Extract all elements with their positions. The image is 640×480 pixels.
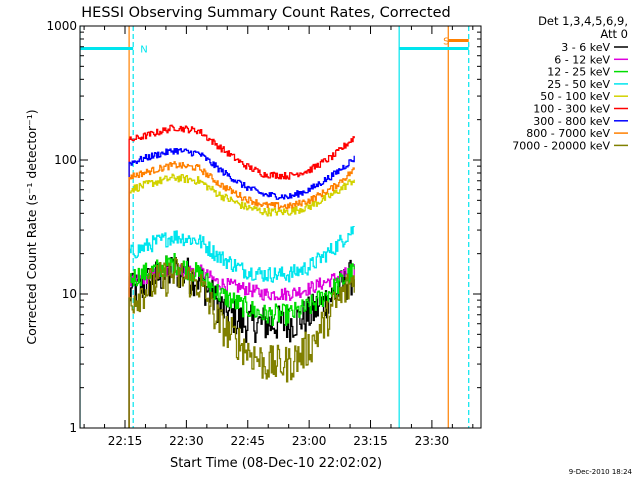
- series-line: [128, 225, 355, 428]
- legend-label: 7000 - 20000 keV: [512, 139, 610, 152]
- x-axis-label: Start Time (08-Dec-10 22:02:02): [170, 456, 382, 471]
- plot-frame: [79, 25, 482, 429]
- y-axis-label: Corrected Count Rate (s⁻¹ detector⁻¹): [24, 109, 39, 344]
- annotation-label: S: [443, 36, 449, 47]
- x-tick-label: 22:15: [108, 434, 143, 448]
- legend-label: 100 - 300 keV: [533, 103, 610, 116]
- legend-label: 25 - 50 keV: [547, 78, 610, 91]
- legend-header-line-2: Att 0: [600, 27, 628, 41]
- series-line: [128, 124, 355, 428]
- legend-label: 300 - 800 keV: [533, 115, 610, 128]
- x-tick-label: 23:00: [292, 434, 327, 448]
- footer-timestamp: 9-Dec-2010 18:24: [569, 468, 633, 476]
- y-tick-label: 1: [69, 421, 77, 435]
- y-tick-label: 100: [54, 153, 77, 167]
- legend-label: 6 - 12 keV: [554, 53, 610, 66]
- series-line: [128, 257, 355, 428]
- legend-label: 12 - 25 keV: [547, 66, 610, 79]
- legend-header-line-1: Det 1,3,4,5,6,9,: [538, 14, 628, 28]
- legend-label: 50 - 100 keV: [540, 90, 610, 103]
- annotation-label: N: [140, 44, 147, 55]
- chart-title: HESSI Observing Summary Count Rates, Cor…: [81, 5, 450, 21]
- series-line: [128, 253, 355, 428]
- series-line: [128, 161, 355, 428]
- series-line: [128, 148, 355, 428]
- series-line: [128, 173, 355, 428]
- x-tick-label: 22:45: [230, 434, 265, 448]
- legend-label: 800 - 7000 keV: [526, 127, 610, 140]
- x-tick-label: 22:30: [169, 434, 204, 448]
- x-tick-label: 23:30: [415, 434, 450, 448]
- y-tick-label: 1000: [46, 19, 77, 33]
- x-tick-label: 23:15: [353, 434, 388, 448]
- y-tick-label: 10: [62, 287, 77, 301]
- legend-label: 3 - 6 keV: [561, 41, 610, 54]
